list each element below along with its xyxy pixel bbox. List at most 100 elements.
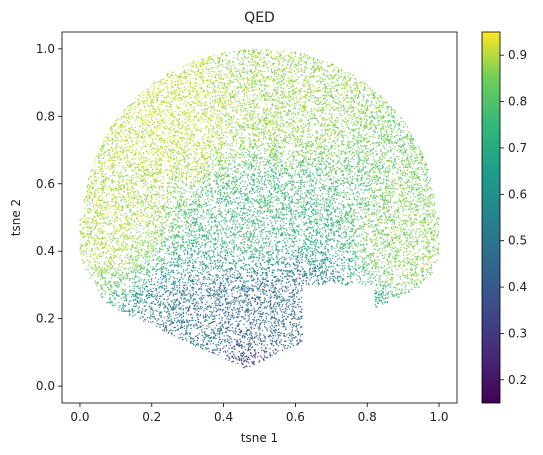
data-point: [320, 62, 323, 64]
data-point: [297, 181, 299, 184]
data-point: [216, 67, 219, 70]
data-point: [351, 204, 353, 207]
data-point: [290, 212, 293, 215]
data-point: [293, 96, 295, 99]
data-point: [290, 335, 292, 337]
data-point: [139, 289, 141, 291]
data-point: [311, 165, 314, 167]
data-point: [211, 133, 214, 136]
data-point: [94, 258, 96, 261]
data-point: [282, 227, 285, 230]
data-point: [269, 313, 272, 316]
data-point: [365, 265, 367, 267]
data-point: [171, 177, 174, 179]
data-point: [349, 132, 351, 135]
data-point: [152, 89, 155, 92]
data-point: [344, 78, 347, 80]
data-point: [387, 263, 389, 266]
data-point: [339, 101, 342, 103]
data-point: [184, 259, 186, 261]
data-point: [262, 76, 265, 79]
data-point: [247, 165, 250, 168]
data-point: [93, 185, 96, 187]
data-point: [428, 268, 430, 270]
data-point: [143, 242, 145, 245]
data-point: [119, 226, 121, 228]
data-point: [241, 104, 243, 106]
data-point: [401, 244, 404, 246]
data-point: [333, 247, 336, 249]
data-point: [386, 284, 389, 286]
data-point: [186, 232, 189, 234]
data-point: [267, 336, 270, 338]
data-point: [341, 254, 343, 256]
data-point: [385, 268, 387, 270]
data-point: [307, 78, 310, 81]
data-point: [223, 312, 225, 314]
data-point: [220, 81, 222, 84]
data-point: [137, 99, 140, 102]
data-point: [181, 140, 183, 142]
data-point: [193, 60, 195, 63]
data-point: [175, 160, 178, 162]
data-point: [354, 117, 356, 119]
data-point: [170, 261, 172, 264]
data-point: [130, 179, 132, 181]
data-point: [273, 163, 276, 165]
data-point: [112, 225, 115, 228]
data-point: [119, 176, 122, 178]
data-point: [368, 188, 370, 191]
data-point: [216, 349, 218, 351]
data-point: [274, 177, 276, 179]
data-point: [169, 237, 172, 239]
data-point: [315, 203, 317, 205]
data-point: [383, 268, 386, 271]
data-point: [403, 121, 406, 123]
data-point: [248, 219, 251, 221]
data-point: [404, 286, 406, 288]
data-point: [194, 274, 197, 276]
data-point: [183, 182, 185, 185]
data-point: [354, 256, 356, 259]
data-point: [374, 199, 376, 202]
data-point: [270, 68, 273, 70]
data-point: [129, 151, 131, 154]
data-point: [310, 91, 313, 93]
data-point: [334, 186, 337, 188]
data-point: [298, 239, 301, 241]
data-point: [261, 256, 263, 258]
data-point: [364, 116, 367, 118]
data-point: [313, 64, 315, 67]
data-point: [205, 192, 207, 195]
data-point: [407, 233, 409, 236]
data-point: [394, 160, 397, 163]
data-point: [164, 221, 166, 224]
data-point: [245, 70, 247, 72]
data-point: [253, 309, 256, 311]
data-point: [125, 200, 128, 203]
data-point: [315, 142, 318, 145]
data-point: [365, 201, 367, 204]
data-point: [163, 289, 166, 291]
data-point: [380, 198, 382, 200]
data-point: [136, 137, 139, 139]
data-point: [303, 109, 305, 112]
data-point: [373, 192, 375, 194]
data-point: [288, 305, 290, 307]
data-point: [239, 77, 241, 80]
data-point: [408, 187, 411, 189]
data-point: [320, 220, 323, 222]
data-point: [115, 282, 118, 285]
data-point: [258, 190, 261, 193]
data-point: [167, 203, 170, 206]
data-point: [237, 80, 239, 82]
data-point: [299, 98, 301, 100]
data-point: [314, 67, 316, 70]
data-point: [379, 209, 382, 211]
data-point: [343, 228, 345, 230]
data-point: [141, 218, 143, 220]
data-point: [238, 197, 241, 199]
data-point: [301, 229, 303, 231]
data-point: [292, 160, 294, 162]
data-point: [239, 113, 242, 116]
